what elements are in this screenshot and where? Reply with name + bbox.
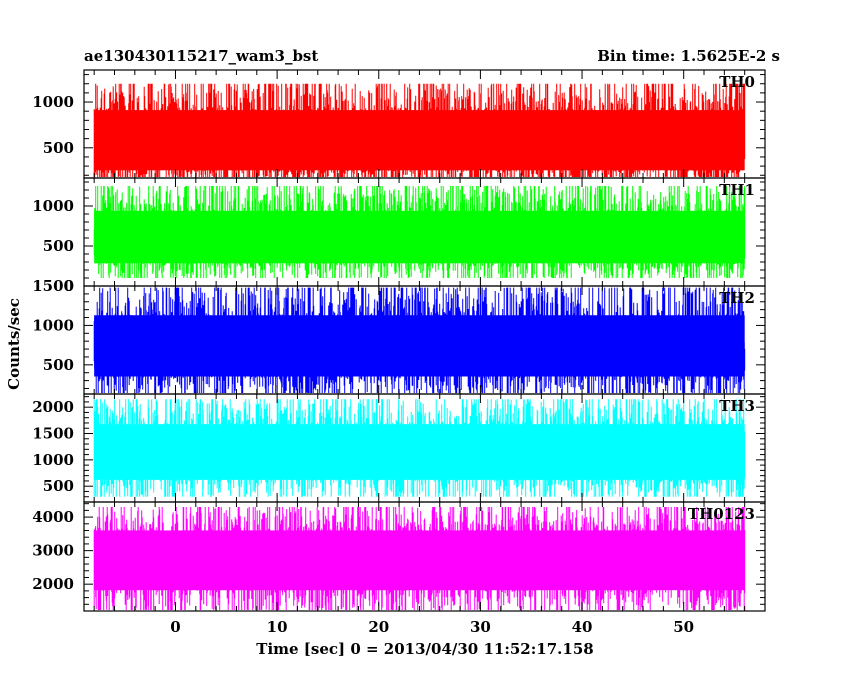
- x-tick-label: 0: [170, 618, 180, 636]
- y-tick-label: 1000: [32, 316, 74, 334]
- panel-th0: 500 1000 TH0: [32, 69, 766, 179]
- x-tick-label: 30: [470, 618, 491, 636]
- y-tick-label: 1500: [32, 277, 74, 295]
- bin-time-label: Bin time: 1.5625E-2 s: [597, 47, 780, 65]
- panel-th2: 500 1000 1500 TH2: [32, 277, 766, 395]
- panel-th0123: 2000 3000 4000 TH0123: [32, 501, 766, 612]
- series-core-th3: [94, 424, 745, 480]
- y-tick-label: 1000: [32, 197, 74, 215]
- x-tick-label: 40: [572, 618, 593, 636]
- x-tick-label: 20: [368, 618, 389, 636]
- y-tick-label: 1500: [32, 425, 74, 443]
- panel-frame: [83, 501, 766, 612]
- panel-label: TH2: [719, 289, 755, 307]
- y-tick-label: 4000: [32, 508, 74, 526]
- series-core-th0: [94, 110, 745, 171]
- y-tick-label: 500: [43, 477, 74, 495]
- y-tick-label: 2000: [32, 398, 74, 416]
- panel-label: TH3: [719, 397, 755, 415]
- y-tick-label: 500: [43, 356, 74, 374]
- x-axis-label: Time [sec] 0 = 2013/04/30 11:52:17.158: [256, 640, 593, 658]
- series-core-th2: [94, 315, 745, 377]
- y-tick-label: 500: [43, 237, 74, 255]
- y-tick-label: 1000: [32, 93, 74, 111]
- y-tick-label: 500: [43, 139, 74, 157]
- y-tick-label: 0: [64, 277, 74, 295]
- panel-label: TH0: [719, 73, 755, 91]
- panels-group: 500 1000 TH0 0 500 1000 TH1 500 1000 1500 TH2 500 10…: [32, 69, 766, 612]
- y-tick-label: 1000: [32, 451, 74, 469]
- x-tick-label: 10: [267, 618, 288, 636]
- series-core-th1: [94, 210, 745, 264]
- y-axis-label: Counts/sec: [5, 298, 23, 390]
- x-tick-label: 50: [673, 618, 694, 636]
- y-tick-label: 2000: [32, 575, 74, 593]
- x-axis: 0 10 20 30 40 50: [170, 618, 694, 636]
- panel-label: TH1: [719, 181, 755, 199]
- panel-label: TH0123: [688, 505, 755, 523]
- panel-th3: 500 1000 1500 2000 TH3: [32, 393, 766, 503]
- panel-th1: 0 500 1000 TH1: [32, 177, 766, 295]
- series-core-th0123: [94, 530, 745, 591]
- chart-title: ae130430115217_wam3_bst: [84, 47, 318, 65]
- y-tick-label: 3000: [32, 542, 74, 560]
